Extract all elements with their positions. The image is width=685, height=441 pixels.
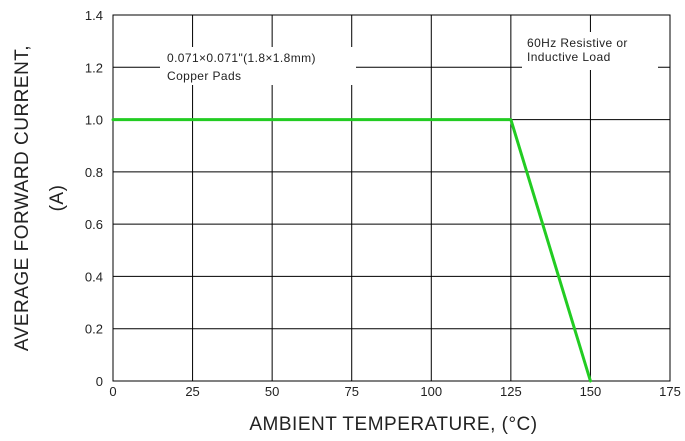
y-tick-labels: 0 0.2 0.4 0.6 0.8 1.0 1.2 1.4 xyxy=(85,8,103,389)
annotation-copper-pads-background xyxy=(160,47,356,85)
x-tick-label-1: 25 xyxy=(185,384,199,399)
annotation-load-type-line-1: 60Hz Resistive or xyxy=(527,36,628,50)
y-tick-label-0: 0 xyxy=(96,374,103,389)
annotation-load-type-background xyxy=(522,32,658,70)
plot-frame xyxy=(112,14,671,382)
y-tick-label-1: 0.2 xyxy=(85,322,103,337)
annotation-copper-pads-line-2: Copper Pads xyxy=(167,69,241,83)
y-axis-label-line-2: (A) xyxy=(47,185,68,212)
y-tick-label-6: 1.2 xyxy=(85,60,103,75)
x-tick-label-5: 125 xyxy=(500,384,522,399)
annotation-copper-pads-line-1: 0.071×0.071"(1.8×1.8mm) xyxy=(167,51,316,65)
x-tick-label-7: 175 xyxy=(659,384,681,399)
y-tick-label-2: 0.4 xyxy=(85,269,103,284)
x-tick-label-2: 50 xyxy=(265,384,279,399)
y-tick-label-7: 1.4 xyxy=(85,8,103,23)
y-tick-label-5: 1.0 xyxy=(85,113,103,128)
x-tick-label-4: 100 xyxy=(420,384,442,399)
series-line-0 xyxy=(111,118,592,383)
x-tick-label-0: 0 xyxy=(109,384,116,399)
x-axis-label: AMBIENT TEMPERATURE, (°C) xyxy=(249,414,537,435)
x-tick-label-3: 75 xyxy=(344,384,358,399)
x-tick-labels: 0 25 50 75 100 125 150 175 xyxy=(109,384,680,399)
y-tick-label-3: 0.6 xyxy=(85,217,103,232)
y-tick-label-4: 0.8 xyxy=(85,165,103,180)
series-layer xyxy=(111,118,592,383)
annotations: 0.071×0.071"(1.8×1.8mm) Copper Pads 60Hz… xyxy=(160,32,658,85)
x-tick-label-6: 150 xyxy=(580,384,602,399)
y-axis-label-line-1: AVERAGE FORWARD CURRENT, xyxy=(12,45,33,351)
annotation-load-type-line-2: Inductive Load xyxy=(527,50,611,64)
